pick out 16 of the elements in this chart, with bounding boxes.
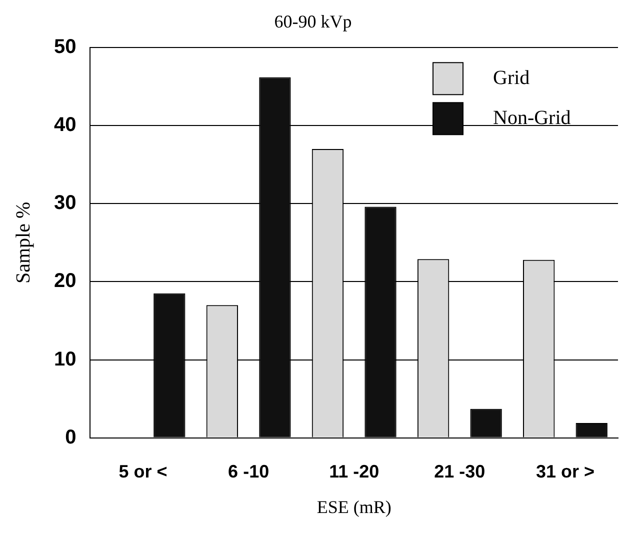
y-tick-label: 20 (54, 270, 76, 292)
y-tick-label: 40 (54, 114, 76, 136)
y-axis-title: Sample % (12, 202, 34, 284)
x-tick-label: 11 -20 (329, 462, 380, 482)
y-tick-label: 30 (54, 192, 76, 214)
y-tick-label: 10 (54, 348, 76, 370)
x-tick-label: 31 or > (536, 462, 594, 482)
y-tick-label: 50 (54, 36, 76, 58)
x-tick-label: 6 -10 (228, 462, 270, 482)
chart-title: 60-90 kVp (274, 12, 352, 32)
legend-label: Non-Grid (493, 106, 571, 129)
legend-label: Grid (493, 66, 530, 89)
y-tick-label: 0 (65, 426, 76, 448)
x-axis-title: ESE (mR) (316, 496, 392, 517)
x-tick-label: 5 or < (118, 462, 168, 482)
x-tick-label: 21 -30 (434, 462, 486, 482)
